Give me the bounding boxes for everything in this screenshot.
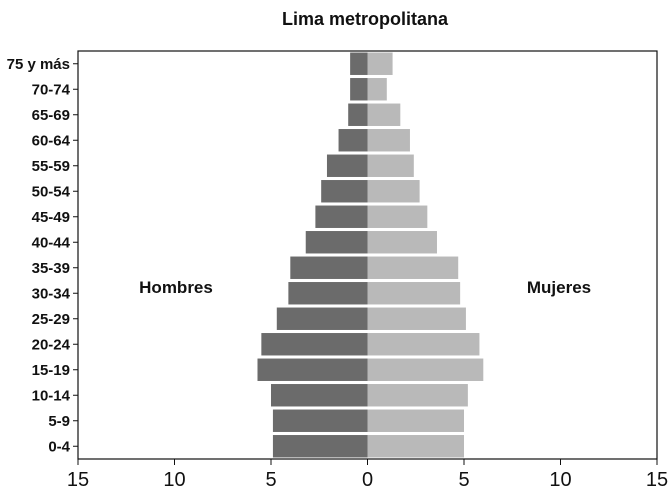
mujeres-bar-8 [367,256,459,279]
y-tick-label-0: 75 y más [7,56,70,73]
x-tick-label-1: 10 [163,469,185,491]
hombres-bar-12 [257,358,368,381]
chart-title: Lima metropolitana [282,9,449,29]
bars-layer [257,52,484,458]
hombres-bar-6 [315,205,368,228]
mujeres-bar-1 [367,78,387,101]
y-tick-label-13: 10-14 [32,387,71,404]
labels-layer: 75 y más 70-74 65-69 60-64 55-59 50-54 45-49 40… [7,56,669,491]
hombres-series-label: Hombres [139,278,213,297]
hombres-bar-15 [272,435,368,458]
y-tick-label-8: 35-39 [32,260,70,277]
hombres-bar-0 [350,52,368,75]
y-tick-label-15: 0-4 [48,438,70,455]
mujeres-bar-12 [367,358,484,381]
mujeres-bar-2 [367,103,401,126]
hombres-bar-13 [271,384,368,407]
x-tick-label-4: 5 [458,469,469,491]
y-tick-label-1: 70-74 [32,81,71,98]
mujeres-bar-4 [367,154,414,177]
hombres-bar-7 [305,231,368,254]
hombres-bar-11 [261,333,368,356]
x-tick-label-6: 15 [646,469,668,491]
mujeres-bar-13 [367,384,468,407]
hombres-bar-3 [338,129,368,152]
x-tick-label-5: 10 [549,469,571,491]
y-tick-label-7: 40-44 [32,234,71,251]
y-tick-label-9: 30-34 [32,285,71,302]
mujeres-bar-5 [367,180,420,203]
hombres-bar-2 [348,103,368,126]
y-tick-label-12: 15-19 [32,362,70,379]
y-tick-label-11: 20-24 [32,336,71,353]
mujeres-bar-14 [367,409,464,432]
mujeres-bar-3 [367,129,410,152]
hombres-bar-1 [350,78,368,101]
mujeres-bar-6 [367,205,428,228]
mujeres-series-label: Mujeres [527,278,591,297]
y-tick-label-2: 65-69 [32,107,70,124]
hombres-bar-10 [276,307,368,330]
y-tick-label-10: 25-29 [32,311,70,328]
x-tick-label-2: 5 [265,469,276,491]
plot-frame [77,50,658,460]
y-tick-label-14: 5-9 [48,413,70,430]
mujeres-bar-9 [367,282,461,305]
mujeres-bar-7 [367,231,437,254]
hombres-bar-4 [326,154,368,177]
mujeres-bar-15 [367,435,464,458]
mujeres-bar-10 [367,307,466,330]
hombres-bar-8 [290,256,368,279]
hombres-bar-5 [321,180,368,203]
y-tick-label-6: 45-49 [32,209,70,226]
x-tick-label-0: 15 [67,469,89,491]
y-tick-label-3: 60-64 [32,132,71,149]
mujeres-bar-11 [367,333,480,356]
y-tick-label-5: 50-54 [32,183,71,200]
x-tick-label-3: 0 [362,469,373,491]
hombres-bar-14 [272,409,368,432]
hombres-bar-9 [288,282,368,305]
mujeres-bar-0 [367,52,393,75]
axis-layer [73,63,658,465]
y-tick-label-4: 55-59 [32,158,70,175]
